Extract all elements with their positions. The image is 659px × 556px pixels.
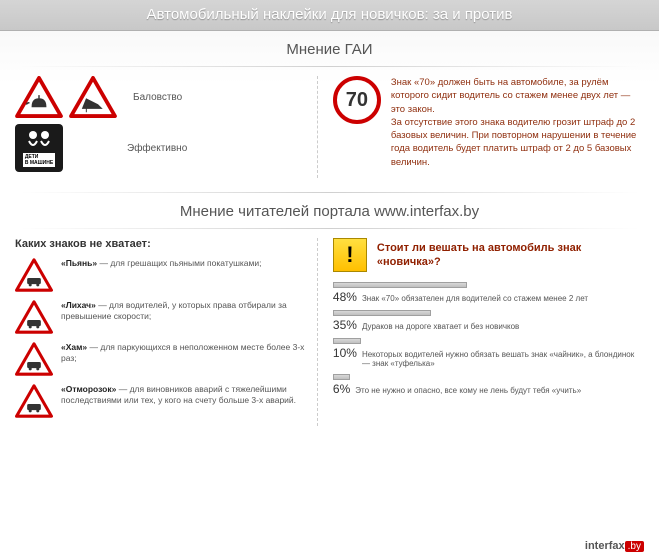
shoe-sign-icon [69,76,117,118]
divider [20,192,639,193]
gai-right: 70 Знак «70» должен быть на автомобиле, … [317,76,644,178]
gai-text: Знак «70» должен быть на автомобиле, за … [391,76,644,169]
missing-text: «Лихач» — для водителей, у которых права… [61,300,305,322]
missing-sign-icon [15,258,53,292]
sign-row-1: Баловство [15,76,317,118]
label-fun: Баловство [133,92,182,103]
label-effective: Эффективно [127,143,187,154]
poll-header: ! Стоит ли вешать на автомобиль знак «но… [333,238,644,272]
poll-label: Это не нужно и опасно, все кому не лень … [355,386,581,395]
missing-item: «Пьянь» — для грешащих пьяными покатушка… [15,258,305,292]
header-bar: Автомобильный наклейки для новичков: за … [0,0,659,31]
poll-pct: 10% [333,346,357,360]
gai-left: Баловство ДЕТИВ МАШИНЕ Эффективно [15,76,317,178]
poll-bar [333,310,431,316]
gai-title: Мнение ГАИ [0,41,659,58]
poll-pct: 6% [333,382,350,396]
teapot-sign-icon [15,76,63,118]
poll-pct: 35% [333,318,357,332]
seventy-sign-icon: 70 [333,76,381,124]
divider [20,228,639,229]
exclamation-icon: ! [333,238,367,272]
poll-bar-row: 48% Знак «70» обязателен для водителей со… [333,282,644,304]
missing-text: «Хам» — для паркующихся в неположенном м… [61,342,305,364]
poll-title: Стоит ли вешать на автомобиль знак «нови… [377,241,644,270]
missing-sign-icon [15,342,53,376]
readers-left: Каких знаков не хватает: «Пьянь» — для г… [15,238,317,426]
poll-bar-row: 10% Некоторых водителей нужно обязать веш… [333,338,644,368]
gai-section: Баловство ДЕТИВ МАШИНЕ Эффективно 70 Зна… [0,71,659,188]
poll-label: Некоторых водителей нужно обязать вешать… [362,350,644,368]
poll-label: Дураков на дороге хватает и без новичков [362,322,519,331]
poll-bar [333,374,350,380]
sign-row-2: ДЕТИВ МАШИНЕ Эффективно [15,124,317,172]
missing-title: Каких знаков не хватает: [15,238,305,250]
poll-bar [333,282,467,288]
poll-label: Знак «70» обязателен для водителей со ст… [362,294,588,303]
header-title: Автомобильный наклейки для новичков: за … [146,6,512,23]
missing-item: «Отморозок» — для виновников аварий с тя… [15,384,305,418]
missing-sign-icon [15,384,53,418]
poll-bar-row: 35% Дураков на дороге хватает и без нович… [333,310,644,332]
missing-item: «Лихач» — для водителей, у которых права… [15,300,305,334]
readers-right: ! Стоит ли вешать на автомобиль знак «но… [317,238,644,426]
readers-title: Мнение читателей портала www.interfax.by [0,203,659,220]
kids-sign-icon: ДЕТИВ МАШИНЕ [15,124,63,172]
missing-item: «Хам» — для паркующихся в неположенном м… [15,342,305,376]
missing-text: «Пьянь» — для грешащих пьяными покатушка… [61,258,261,269]
kids-text: ДЕТИВ МАШИНЕ [23,153,55,167]
divider [20,66,639,67]
footer-brand: interfax.by [585,540,644,552]
poll-bar [333,338,361,344]
readers-section: Каких знаков не хватает: «Пьянь» — для г… [0,233,659,431]
missing-sign-icon [15,300,53,334]
poll-pct: 48% [333,290,357,304]
missing-text: «Отморозок» — для виновников аварий с тя… [61,384,305,406]
poll-bar-row: 6% Это не нужно и опасно, все кому не лен… [333,374,644,396]
